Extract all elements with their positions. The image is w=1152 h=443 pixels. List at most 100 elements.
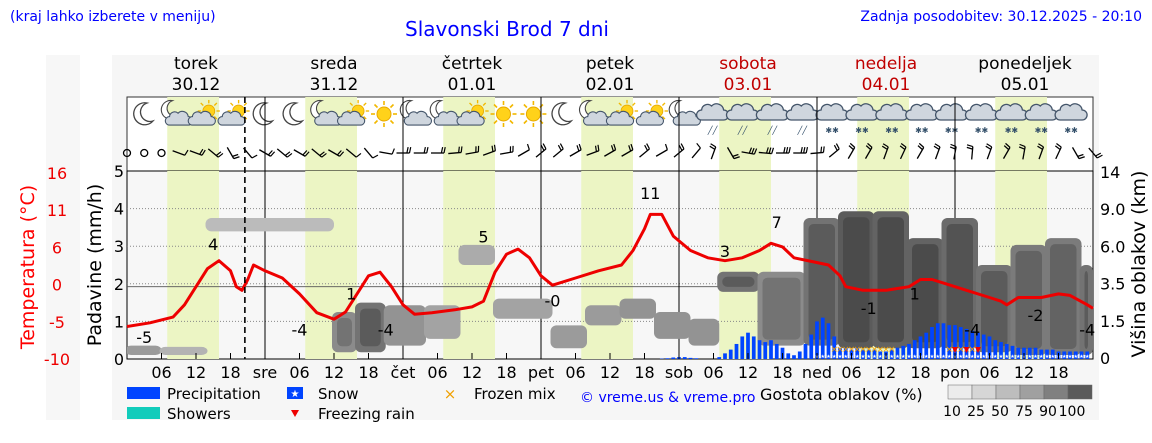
wind-feather: [783, 147, 786, 154]
temperature-label: 1: [910, 284, 920, 303]
x-tick-label: 12: [600, 363, 620, 382]
snow-marker: ★: [901, 354, 906, 360]
cloud-scale-swatch: [947, 384, 973, 400]
wind-feather: [372, 154, 379, 159]
precipitation-bar: [878, 351, 883, 359]
wind-feather: [785, 147, 789, 154]
wind-feather: [822, 146, 825, 153]
wind-feather: [1019, 143, 1026, 148]
wind-feather: [232, 153, 239, 157]
precipitation-bar: [976, 332, 980, 359]
snow-cloud-icon: ✱✱: [815, 103, 849, 135]
wind-feather: [440, 147, 444, 154]
temperature-label: -1: [861, 299, 877, 318]
wind-feather: [917, 145, 923, 151]
wind-feather: [1038, 143, 1044, 148]
x-tick-label: 18: [358, 363, 378, 382]
snow-marker: ★: [976, 354, 981, 360]
cloud-block: [619, 298, 656, 319]
wind-barb: [899, 143, 907, 160]
cloud-block: [585, 305, 622, 326]
rain-drops: ╱╱: [737, 125, 749, 135]
precipitation-bar: [1045, 349, 1049, 359]
wind-barb: [448, 146, 463, 155]
cloud-height-tick: 9.0: [1100, 200, 1125, 219]
freezing-rain-marker: [975, 347, 981, 353]
snow-marker: ★: [1033, 354, 1038, 360]
snowflakes: ✱✱: [825, 126, 839, 135]
wind-feather: [408, 147, 412, 154]
snow-marker: ★: [907, 354, 912, 360]
frozen-mix-marker: ×: [876, 345, 884, 355]
wind-barb: [1088, 147, 1103, 159]
cloud-scale-label: 25: [967, 404, 985, 420]
snow-marker: ★: [1079, 354, 1084, 360]
wind-feather: [540, 144, 545, 151]
wind-feather: [284, 151, 291, 156]
snow-marker: ★: [872, 354, 877, 360]
x-tick-label: 18: [772, 363, 792, 382]
temperature-label: 7: [772, 213, 782, 232]
wind-feather: [768, 147, 772, 154]
wind-feather: [597, 144, 600, 151]
wind-feather: [966, 144, 973, 148]
wind-feather: [771, 147, 775, 154]
cloud-core: [808, 224, 835, 340]
wind-feather: [630, 143, 634, 150]
snow-cloud-icon: ✱✱: [845, 103, 879, 135]
wind-feather: [578, 143, 582, 150]
snow-marker: ★: [867, 354, 872, 360]
calm-wind-marker: [157, 148, 166, 158]
day-name: sreda: [310, 54, 357, 74]
precipitation-bar: [826, 323, 831, 359]
precipitation-bar: [723, 353, 727, 359]
wind-feather: [423, 147, 426, 154]
cloud-core: [762, 277, 801, 340]
wind-feather: [199, 148, 204, 155]
precipitation-bar: [855, 347, 860, 359]
temperature-tick: 11: [47, 201, 67, 220]
wind-feather: [985, 145, 992, 150]
frozen-mix-marker: ×: [882, 345, 890, 355]
wind-barb: [328, 149, 345, 157]
day-name: četrtek: [442, 54, 503, 74]
wind-barb: [482, 144, 496, 156]
precipitation-bar: [866, 349, 871, 359]
temperature-tick: -5: [49, 313, 65, 332]
wind-feather: [406, 147, 409, 154]
precipitation-bar: [947, 325, 952, 359]
snow-cloud-icon: ✱✱: [905, 103, 939, 135]
wind-barb: [793, 147, 809, 154]
wind-barb: [639, 143, 651, 158]
precipitation-bar: [1079, 351, 1084, 359]
rain-cloud-icon: ╱╱: [785, 103, 819, 135]
wind-staff: [345, 148, 357, 158]
wind-staff: [172, 150, 186, 156]
day-date: 30.12: [172, 75, 221, 95]
frozen-mix-marker: ×: [836, 345, 844, 355]
temperature-label: 4: [208, 235, 218, 254]
precipitation-bar: [872, 349, 877, 359]
frozen-mix-marker: ×: [853, 345, 861, 355]
x-tick-label: pet: [528, 363, 554, 382]
precipitation-bar: [935, 323, 940, 359]
precipitation-bar: [763, 342, 768, 359]
wind-barb: [604, 143, 617, 157]
wind-barb: [207, 148, 224, 158]
credit: © vreme.us & vreme.pro: [580, 390, 755, 406]
frozen-mix-marker: ×: [957, 345, 965, 355]
snow-marker: ★: [890, 354, 895, 360]
x-tick-label: 12: [876, 363, 896, 382]
precipitation-tick: 2: [114, 275, 124, 294]
wind-feather: [805, 147, 809, 154]
wind-barb: [379, 148, 395, 155]
temperature-label: 1: [346, 284, 356, 303]
x-tick-label: sre: [253, 363, 277, 382]
snowflakes: ✱✱: [915, 126, 929, 135]
cloud-core: [877, 217, 904, 343]
frozen-mix-marker: ×: [830, 345, 838, 355]
cloud-scale-label: 50: [991, 404, 1009, 420]
cloud-scale-label: 75: [1015, 404, 1033, 420]
precipitation-bar: [993, 340, 998, 359]
cloud-block: [550, 325, 587, 349]
